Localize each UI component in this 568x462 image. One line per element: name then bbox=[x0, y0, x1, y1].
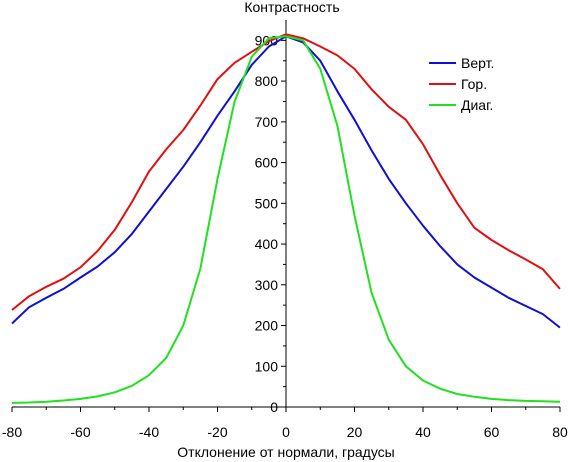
legend-label-1: Верт. bbox=[461, 55, 494, 71]
x-tick-label: 40 bbox=[415, 424, 431, 440]
y-tick-label: 100 bbox=[255, 358, 279, 374]
x-tick-label: -80 bbox=[2, 424, 22, 440]
series-line-2 bbox=[11, 33, 561, 311]
legend-label-2: Гор. bbox=[461, 76, 487, 92]
y-tick-label: 400 bbox=[255, 236, 279, 252]
y-tick-label: 300 bbox=[255, 277, 279, 293]
x-tick-label: -40 bbox=[139, 424, 159, 440]
chart-title: Контрастность bbox=[244, 0, 339, 15]
x-tick-label: -20 bbox=[207, 424, 227, 440]
x-tick-label: -60 bbox=[70, 424, 90, 440]
y-tick-label: 800 bbox=[255, 73, 279, 89]
legend-label-3: Диаг. bbox=[461, 97, 493, 113]
y-tick-label: 600 bbox=[255, 155, 279, 171]
x-axis-title: Отклонение от нормали, градусы bbox=[177, 444, 394, 460]
series-line-3 bbox=[11, 35, 561, 404]
y-tick-label: 0 bbox=[270, 399, 278, 415]
x-tick-label: 0 bbox=[282, 424, 290, 440]
legend: Верт. Гор. Диаг. bbox=[429, 55, 494, 113]
x-tick-label: 20 bbox=[347, 424, 363, 440]
series-layer bbox=[11, 33, 561, 404]
axes: -80 -60 -40 -20 0 20 40 60 800100200300400500600… bbox=[2, 20, 568, 440]
y-tick-label: 700 bbox=[255, 114, 279, 130]
y-tick-label: 500 bbox=[255, 195, 279, 211]
x-tick-label: 80 bbox=[552, 424, 568, 440]
x-tick-label: 60 bbox=[484, 424, 500, 440]
y-tick-label: 200 bbox=[255, 318, 279, 334]
